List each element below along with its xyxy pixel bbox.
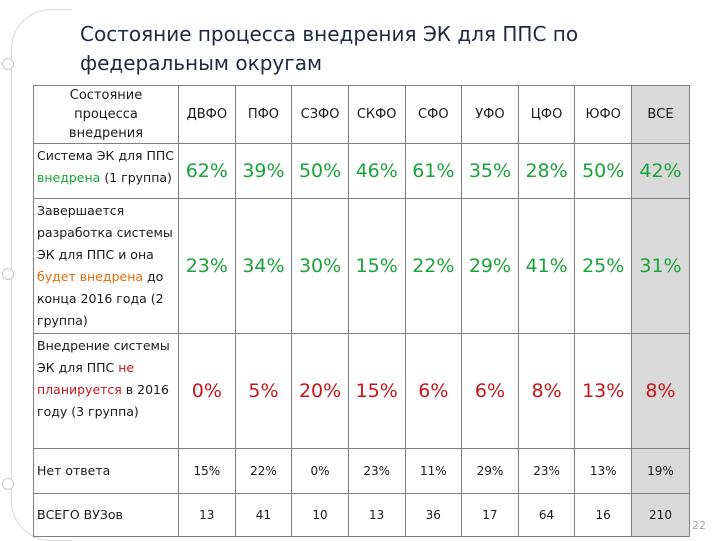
table-cell: 20%	[291, 333, 349, 449]
table-cell: 23%	[517, 448, 576, 494]
table-cell-total: 210	[631, 493, 690, 537]
table-cell: 17	[461, 493, 519, 537]
row-label-total-universities: ВСЕГО ВУЗов	[33, 493, 179, 537]
table-cell-total: 31%	[631, 198, 690, 334]
table-cell: 23%	[178, 198, 236, 334]
table-row-group-2: Завершается разработка системы ЭК для ПП…	[33, 198, 690, 334]
table-cell: 39%	[234, 143, 293, 199]
table-header-row: Состояние процесса внедрения ДВФО ПФО СЗ…	[33, 85, 690, 144]
table-row-group-1: Система ЭК для ППС внедрена (1 группа) 6…	[33, 143, 690, 199]
table-cell: 11%	[404, 448, 463, 494]
implementation-status-table: Состояние процесса внедрения ДВФО ПФО СЗ…	[33, 85, 690, 537]
table-cell: 62%	[178, 143, 236, 199]
header-col-total: ВСЕ	[631, 85, 690, 144]
table-cell: 35%	[461, 143, 519, 199]
table-cell: 50%	[574, 143, 632, 199]
table-row-group-3: Внедрение системы ЭК для ППС не планируе…	[33, 333, 690, 449]
table-cell: 13	[178, 493, 236, 537]
header-col-sfo: СФО	[404, 85, 463, 144]
row-label-highlight-will-implement: будет внедрена	[37, 269, 144, 284]
table-cell: 61%	[404, 143, 463, 199]
table-cell-total: 42%	[631, 143, 690, 199]
row-label-text: (1 группа)	[100, 170, 172, 185]
row-label-highlight-not-planned: не планируется	[37, 360, 135, 397]
header-col-skfo: СКФО	[347, 85, 406, 144]
row-label-no-answer: Нет ответа	[33, 448, 179, 494]
table-cell: 22%	[234, 448, 293, 494]
table-cell: 16	[574, 493, 632, 537]
table-cell: 13	[347, 493, 406, 537]
table-cell: 23%	[347, 448, 406, 494]
table-cell: 15%	[178, 448, 236, 494]
table-cell: 6%	[404, 333, 463, 449]
table-cell-total: 19%	[631, 448, 690, 494]
row-label-text: Внедрение системы ЭК для ППС	[37, 338, 170, 375]
decorative-dot-top	[2, 58, 14, 70]
table-cell: 8%	[517, 333, 576, 449]
row-label-text: Система ЭК для ППС	[37, 148, 174, 163]
table-cell: 6%	[461, 333, 519, 449]
row-label-highlight-implemented: внедрена	[37, 170, 101, 185]
table-cell: 64	[517, 493, 576, 537]
table-cell: 46%	[347, 143, 406, 199]
table-cell: 0%	[178, 333, 236, 449]
header-col-pfo: ПФО	[234, 85, 293, 144]
row-label-text: Завершается разработка системы ЭК для ПП…	[37, 203, 173, 262]
decorative-dot-middle	[2, 268, 14, 280]
table-cell: 5%	[234, 333, 293, 449]
slide-title-line-1: Состояние процесса внедрения ЭК для ППС …	[80, 22, 579, 46]
slide-title-line-2: федеральным округам	[80, 51, 323, 75]
table-cell: 29%	[461, 198, 519, 334]
table-cell: 50%	[291, 143, 349, 199]
page-number: 22	[692, 519, 706, 532]
table-cell: 34%	[234, 198, 293, 334]
header-col-yufo: ЮФО	[574, 85, 632, 144]
table-cell: 0%	[291, 448, 349, 494]
row-label-group-2: Завершается разработка системы ЭК для ПП…	[33, 198, 179, 334]
row-label-text: до конца 2016 года (2 группа)	[37, 269, 164, 328]
table-cell: 36	[404, 493, 463, 537]
table-cell: 28%	[517, 143, 576, 199]
decorative-dot-bottom	[2, 478, 14, 490]
table-cell: 30%	[291, 198, 349, 334]
table-cell: 13%	[574, 333, 632, 449]
row-label-group-1: Система ЭК для ППС внедрена (1 группа)	[33, 143, 179, 199]
table-cell: 15%	[347, 333, 406, 449]
table-cell: 29%	[461, 448, 519, 494]
table-cell-total: 8%	[631, 333, 690, 449]
header-col-ufo: УФО	[461, 85, 519, 144]
table-cell: 10	[291, 493, 349, 537]
slide-title: Состояние процесса внедрения ЭК для ППС …	[80, 20, 700, 78]
table-cell: 41%	[517, 198, 576, 334]
header-col-dvfo: ДВФО	[178, 85, 236, 144]
table-cell: 41	[234, 493, 293, 537]
header-label-cell: Состояние процесса внедрения	[33, 85, 179, 144]
table-cell: 25%	[574, 198, 632, 334]
row-label-text: в 2016 году (3 группа)	[37, 382, 169, 419]
table-cell: 22%	[404, 198, 463, 334]
table-cell: 13%	[574, 448, 632, 494]
table-row-total-universities: ВСЕГО ВУЗов 13 41 10 13 36 17 64 16 210	[33, 493, 690, 537]
header-col-cfo: ЦФО	[517, 85, 576, 144]
table-row-no-answer: Нет ответа 15% 22% 0% 23% 11% 29% 23% 13…	[33, 448, 690, 494]
row-label-group-3: Внедрение системы ЭК для ППС не планируе…	[33, 333, 179, 449]
table-cell: 15%	[347, 198, 406, 334]
header-col-szfo: СЗФО	[291, 85, 349, 144]
